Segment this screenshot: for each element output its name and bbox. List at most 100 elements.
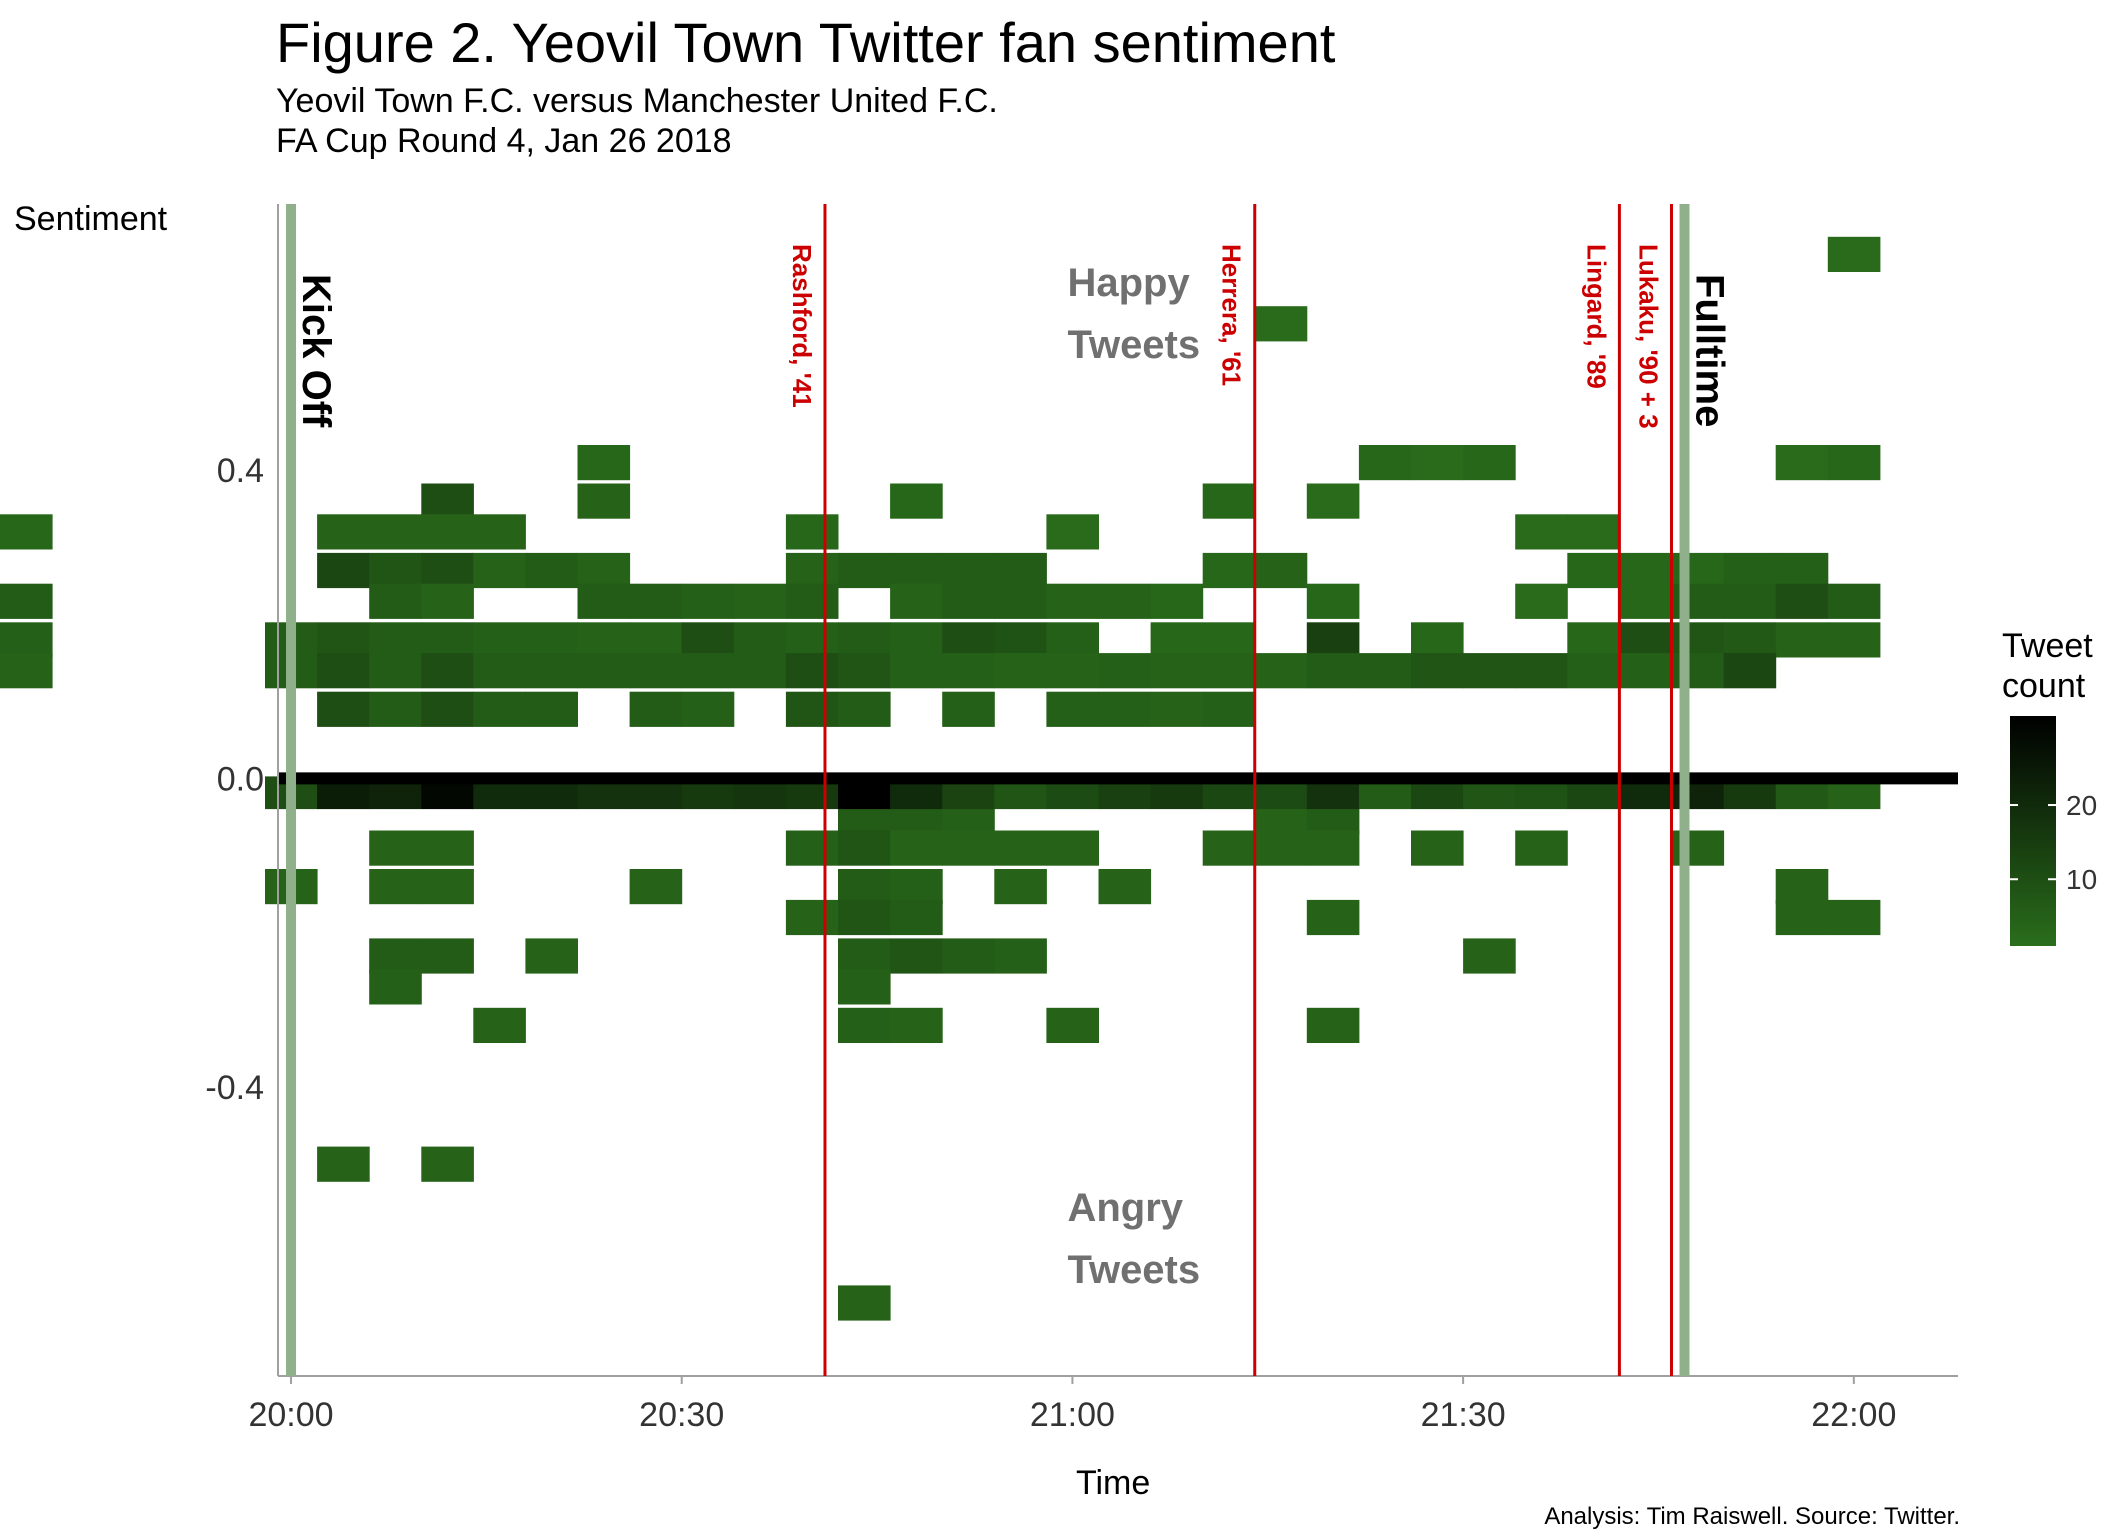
heatmap-tile-108 (1306, 653, 1360, 689)
heatmap-tile-1 (1254, 306, 1308, 342)
heatmap-tile-8 (421, 483, 474, 519)
heatmap-tile-158 (1098, 869, 1152, 905)
heatmap-tile-140 (838, 830, 891, 866)
heatmap-tile-167 (421, 938, 474, 974)
heatmap-tile-178 (890, 1007, 943, 1043)
heatmap-tile-182 (421, 1146, 474, 1182)
heatmap-tile-93 (525, 653, 578, 689)
heatmap-tile-27 (577, 552, 631, 589)
legend-colorbar (2010, 716, 2056, 946)
heatmap-tile-50 (1046, 583, 1099, 619)
y-tick-label-0: -0.4 (205, 1069, 264, 1107)
heatmap-tile-11 (1202, 483, 1256, 519)
heatmap-tile-148 (1411, 830, 1464, 866)
heatmap-tile-22 (317, 552, 370, 589)
heatmap-tile-126 (838, 691, 891, 727)
heatmap-tile-83 (1671, 622, 1725, 658)
heatmap-tile-12 (1306, 483, 1360, 519)
chart-title: Figure 2. Yeovil Town Twitter fan sentim… (276, 11, 1336, 74)
heatmap-tile-52 (1150, 583, 1204, 619)
chart-subtitle-2: FA Cup Round 4, Jan 26 2018 (276, 122, 732, 160)
heatmap-tile-115 (1671, 653, 1725, 689)
heatmap-tile-74 (942, 622, 995, 658)
heatmap-tile-119 (369, 691, 422, 727)
heatmap-tile-179 (1046, 1007, 1099, 1043)
heatmap-tile-155 (838, 869, 891, 905)
heatmap-tile-120 (421, 691, 474, 727)
heatmap-tile-80 (1411, 622, 1464, 658)
heatmap-tile-172 (994, 938, 1047, 974)
heatmap-tile-26 (525, 552, 578, 589)
heatmap-tile-51 (1098, 583, 1152, 619)
heatmap-tile-130 (1150, 691, 1204, 727)
heatmap-tile-86 (1827, 622, 1881, 658)
heatmap-tile-125 (785, 691, 839, 727)
heatmap-tile-131 (1202, 691, 1256, 727)
heatmap-tile-75 (994, 622, 1047, 658)
heatmap-tile-146 (1254, 830, 1308, 866)
heatmap-tile-15 (421, 514, 474, 550)
legend-tick-label-0: 10 (2066, 864, 2097, 895)
heatmap-tile-44 (681, 583, 735, 619)
heatmap-tile-55 (1619, 583, 1672, 619)
heatmap-tile-127 (942, 691, 995, 727)
heatmap-tile-63 (369, 622, 422, 658)
heatmap-tile-39 (1775, 552, 1829, 589)
heatmap-tile-14 (369, 514, 422, 550)
heatmap-tile-60 (0, 583, 53, 619)
heatmap-tile-168 (525, 938, 578, 974)
chart-caption: Analysis: Tim Raiswell. Source: Twitter. (1544, 1503, 1960, 1530)
heatmap-tile-144 (1046, 830, 1099, 866)
goal-label-2: Herrera, '61 (1217, 244, 1247, 386)
heatmap-tile-106 (1202, 653, 1256, 689)
heatmap-tile-70 (733, 622, 787, 658)
heatmap-tile-38 (1723, 552, 1777, 589)
heatmap-tile-45 (733, 583, 787, 619)
heatmap-tile-161 (838, 899, 891, 936)
heatmap-tile-166 (369, 938, 422, 974)
heatmap-tile-4 (1411, 445, 1464, 481)
heatmap-tile-183 (838, 1285, 891, 1321)
heatmap-tile-82 (1619, 622, 1672, 658)
heatmap-tile-6 (1775, 445, 1829, 481)
heatmap-tile-129 (1098, 691, 1152, 727)
heatmap-tile-98 (785, 653, 839, 689)
heatmap-tile-128 (1046, 691, 1099, 727)
heatmap-tile-137 (369, 830, 422, 866)
heatmap-tile-68 (629, 622, 683, 658)
heatmap-tile-24 (421, 552, 474, 589)
chart-subtitle-1: Yeovil Town F.C. versus Manchester Unite… (276, 82, 998, 120)
heatmap-tile-72 (838, 622, 891, 658)
heatmap-tile-152 (369, 869, 422, 905)
x-tick-label-2: 21:00 (1030, 1396, 1115, 1434)
heatmap-tile-76 (1046, 622, 1099, 658)
heatmap-tile-18 (1046, 514, 1099, 550)
heatmap-tile-16 (473, 514, 526, 550)
heatmap-tile-173 (1463, 938, 1516, 974)
heatmap-tile-7 (1827, 445, 1881, 481)
heatmap-tile-46 (785, 583, 839, 619)
annotation-0-line-0: Happy (1067, 261, 1190, 305)
heatmap-tile-40 (369, 583, 422, 619)
heatmap-tile-77 (1150, 622, 1204, 658)
heatmap-tile-111 (1463, 653, 1516, 689)
legend-title-line2: count (2002, 667, 2086, 705)
fulltime-label: Fulltime (1688, 274, 1732, 427)
heatmap-tile-153 (421, 869, 474, 905)
goal-label-4: Lukaku, '90 + 3 (1633, 244, 1663, 429)
heatmap-tile-110 (1411, 653, 1464, 689)
heatmap-tile-3 (1358, 445, 1412, 481)
heatmap-tile-29 (838, 552, 891, 589)
heatmap-tile-105 (1150, 653, 1204, 689)
heatmap-tile-73 (890, 622, 943, 658)
heatmap-tile-95 (629, 653, 683, 689)
heatmap-tile-150 (1671, 830, 1725, 866)
heatmap-tile-54 (1515, 583, 1568, 619)
heatmap-tile-81 (1567, 622, 1620, 658)
heatmap-tile-25 (473, 552, 526, 589)
goal-label-1: Rashford, '41 (787, 244, 817, 408)
heatmap-tile-141 (890, 830, 943, 866)
heatmap-tile-113 (1567, 653, 1620, 689)
heatmap-tile-176 (473, 1007, 526, 1043)
heatmap-tile-71 (785, 622, 839, 658)
